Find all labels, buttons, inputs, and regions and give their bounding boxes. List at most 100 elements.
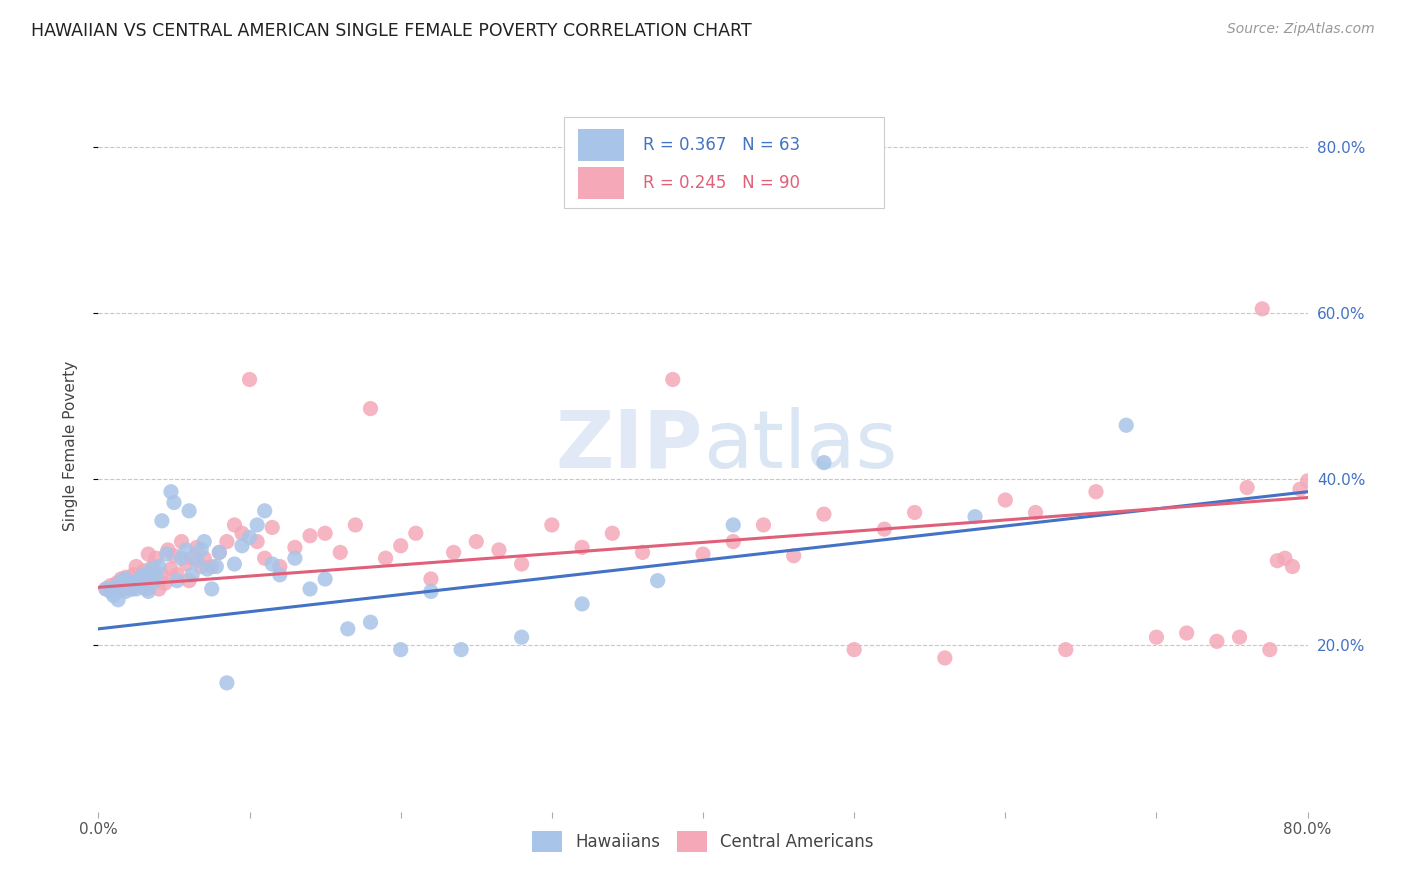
Point (208, 545, 231, 559)
Legend: Hawaiians, Central Americans: Hawaiians, Central Americans (526, 824, 880, 858)
Point (136, 547, 159, 561)
Point (844, 642, 866, 657)
Point (443, 545, 465, 559)
Point (160, 562, 183, 576)
Text: R = 0.367   N = 63: R = 0.367 N = 63 (643, 136, 800, 154)
Point (132, 567, 155, 582)
Point (1229, 630, 1251, 644)
Point (195, 562, 218, 576)
Point (148, 559, 170, 574)
Point (1054, 642, 1077, 657)
Point (1085, 484, 1108, 499)
Point (510, 630, 533, 644)
FancyBboxPatch shape (578, 168, 624, 199)
Point (1289, 482, 1312, 496)
Point (1281, 559, 1303, 574)
Point (135, 582, 157, 596)
Point (135, 574, 157, 588)
Point (723, 518, 745, 533)
Point (231, 539, 253, 553)
Point (118, 579, 141, 593)
Point (314, 572, 336, 586)
Point (166, 567, 188, 582)
Point (224, 518, 246, 533)
Point (114, 572, 136, 586)
Point (125, 582, 148, 596)
Point (174, 557, 197, 571)
Point (389, 539, 412, 553)
Point (186, 554, 208, 568)
Point (994, 493, 1017, 508)
Point (170, 534, 193, 549)
Point (166, 574, 188, 588)
Point (661, 372, 683, 386)
Point (215, 676, 238, 690)
Point (94, 582, 117, 596)
Point (201, 559, 224, 574)
Point (360, 401, 382, 416)
Point (170, 551, 193, 566)
Point (253, 504, 276, 518)
Point (107, 580, 129, 594)
Point (190, 559, 212, 574)
Point (284, 551, 307, 566)
Point (148, 582, 170, 596)
Point (571, 597, 593, 611)
Point (329, 545, 352, 559)
Point (179, 504, 201, 518)
Point (873, 522, 896, 536)
Point (160, 484, 183, 499)
Point (112, 582, 135, 596)
Point (374, 551, 396, 566)
Point (193, 551, 215, 566)
Point (121, 582, 143, 596)
Point (118, 579, 141, 593)
Point (201, 582, 224, 596)
Point (205, 559, 228, 574)
Point (105, 576, 128, 591)
Point (129, 572, 152, 586)
Point (208, 545, 231, 559)
FancyBboxPatch shape (564, 117, 884, 209)
Point (813, 507, 835, 521)
Point (121, 582, 143, 596)
Point (934, 651, 956, 665)
Text: Source: ZipAtlas.com: Source: ZipAtlas.com (1227, 22, 1375, 37)
Point (389, 642, 412, 657)
Point (114, 570, 136, 584)
Point (571, 541, 593, 555)
Point (1024, 506, 1046, 520)
Point (224, 557, 246, 571)
Point (128, 572, 150, 586)
Point (420, 572, 443, 586)
Point (752, 518, 775, 533)
Point (129, 570, 152, 584)
Point (110, 580, 132, 594)
Point (647, 574, 669, 588)
Point (179, 574, 201, 588)
Point (540, 518, 562, 533)
Point (132, 580, 155, 594)
Point (284, 541, 307, 555)
Point (510, 557, 533, 571)
FancyBboxPatch shape (578, 129, 624, 161)
Point (122, 567, 145, 582)
Point (125, 576, 148, 591)
Point (269, 559, 291, 574)
Point (723, 534, 745, 549)
Point (103, 589, 125, 603)
Point (186, 541, 208, 555)
Point (150, 567, 173, 582)
Point (127, 574, 149, 588)
Point (110, 572, 132, 586)
Point (631, 545, 654, 559)
Point (450, 642, 472, 657)
Point (105, 579, 128, 593)
Point (253, 551, 276, 566)
Point (153, 576, 176, 591)
Point (111, 574, 134, 588)
Point (181, 567, 204, 582)
Point (231, 526, 253, 541)
Point (239, 530, 262, 544)
Point (1267, 554, 1289, 568)
